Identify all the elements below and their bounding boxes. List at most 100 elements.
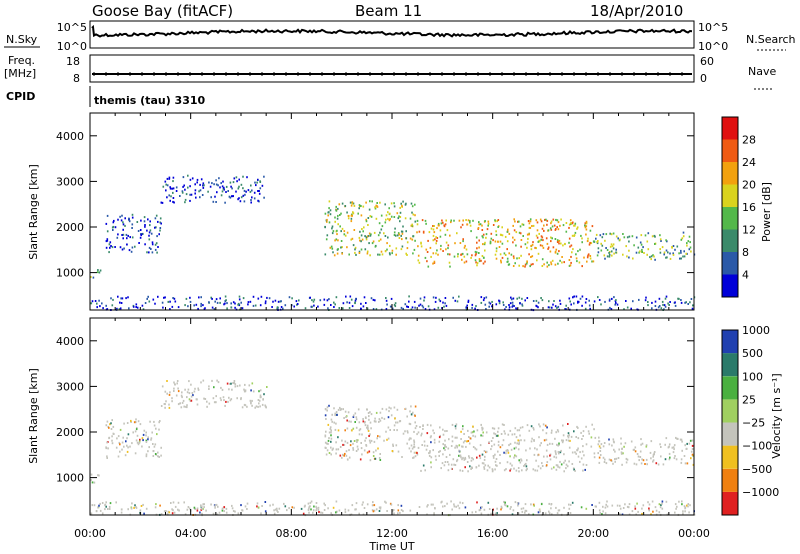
echo-cell — [571, 251, 573, 254]
echo-cell — [323, 303, 326, 306]
echo-cell — [540, 503, 543, 506]
echo-cell — [132, 305, 135, 308]
echo-cell — [392, 509, 395, 511]
echo-cell — [201, 508, 203, 510]
echo-cell — [201, 512, 203, 515]
echo-cell — [140, 234, 142, 237]
colorbar-tick-label: −500 — [742, 463, 772, 476]
echo-cell — [443, 305, 445, 308]
echo-cell — [659, 443, 661, 446]
echo-cell — [126, 237, 128, 240]
echo-cell — [683, 505, 686, 508]
echo-cell — [348, 456, 351, 459]
echo-cell — [634, 505, 636, 508]
echo-cell — [462, 441, 465, 444]
echo-cell — [360, 205, 362, 207]
echo-cell — [550, 220, 553, 223]
echo-cell — [543, 229, 545, 232]
echo-cell — [652, 510, 654, 513]
echo-cell — [429, 451, 431, 454]
echo-cell — [206, 405, 208, 408]
echo-cell — [397, 217, 400, 220]
echo-cell — [471, 306, 473, 309]
echo-cell — [513, 218, 515, 221]
echo-cell — [492, 456, 495, 459]
echo-cell — [259, 180, 261, 183]
echo-cell — [341, 456, 343, 459]
echo-cell — [213, 308, 216, 311]
echo-cell — [421, 432, 423, 435]
echo-cell — [149, 420, 151, 423]
echo-cell — [217, 184, 219, 187]
echo-cell — [417, 446, 420, 449]
echo-cell — [223, 186, 225, 189]
echo-cell — [237, 198, 239, 201]
echo-cell — [471, 254, 473, 257]
echo-cell — [476, 241, 478, 244]
echo-cell — [526, 467, 528, 470]
echo-cell — [169, 391, 171, 394]
echo-cell — [239, 200, 242, 203]
echo-cell — [335, 238, 338, 241]
echo-cell — [641, 512, 643, 515]
echo-cell — [657, 306, 660, 309]
echo-cell — [362, 305, 365, 308]
echo-cell — [506, 230, 509, 233]
echo-cell — [462, 240, 464, 243]
echo-cell — [106, 441, 108, 444]
echo-cell — [536, 469, 539, 472]
echo-cell — [645, 458, 648, 461]
echo-cell — [336, 233, 338, 236]
echo-cell — [163, 510, 166, 513]
echo-cell — [325, 238, 328, 241]
echo-cell — [485, 296, 488, 299]
echo-cell — [157, 220, 159, 223]
echo-cell — [597, 443, 600, 446]
echo-cell — [688, 248, 691, 251]
echo-cell — [535, 219, 538, 222]
echo-cell — [568, 241, 570, 244]
echo-cell — [665, 295, 668, 298]
echo-cell — [131, 236, 134, 239]
echo-cell — [359, 230, 361, 233]
echo-cell — [187, 506, 190, 508]
echo-cell — [345, 454, 348, 457]
echo-cell — [649, 256, 651, 259]
echo-cell — [511, 301, 514, 304]
echo-cell — [330, 512, 332, 515]
echo-cell — [497, 240, 499, 243]
echo-cell — [154, 248, 157, 251]
echo-cell — [242, 187, 244, 190]
echo-cell — [364, 424, 367, 427]
echo-cell — [682, 235, 685, 238]
echo-cell — [127, 446, 129, 449]
echo-cell — [112, 432, 115, 435]
echo-cell — [660, 307, 663, 310]
echo-cell — [190, 399, 193, 402]
echo-cell — [594, 505, 597, 508]
echo-cell — [325, 453, 328, 456]
echo-cell — [454, 427, 457, 430]
echo-cell — [115, 446, 118, 449]
echo-cell — [122, 221, 124, 224]
echo-cell — [98, 271, 101, 274]
echo-cell — [605, 503, 607, 506]
echo-cell — [274, 508, 277, 511]
echo-cell — [478, 509, 481, 512]
echo-cell — [208, 388, 210, 390]
echo-cell — [251, 382, 254, 385]
echo-cell — [468, 456, 471, 459]
echo-cell — [164, 406, 166, 409]
echo-cell — [311, 299, 313, 302]
echo-cell — [525, 465, 528, 468]
echo-cell — [173, 387, 175, 390]
echo-cell — [232, 181, 235, 184]
echo-cell — [357, 448, 359, 451]
echo-cell — [414, 220, 417, 223]
echo-cell — [518, 429, 521, 432]
echo-cell — [537, 511, 540, 514]
echo-cell — [598, 445, 601, 448]
echo-cell — [331, 413, 333, 416]
echo-cell — [387, 217, 389, 220]
echo-cell — [393, 202, 395, 205]
